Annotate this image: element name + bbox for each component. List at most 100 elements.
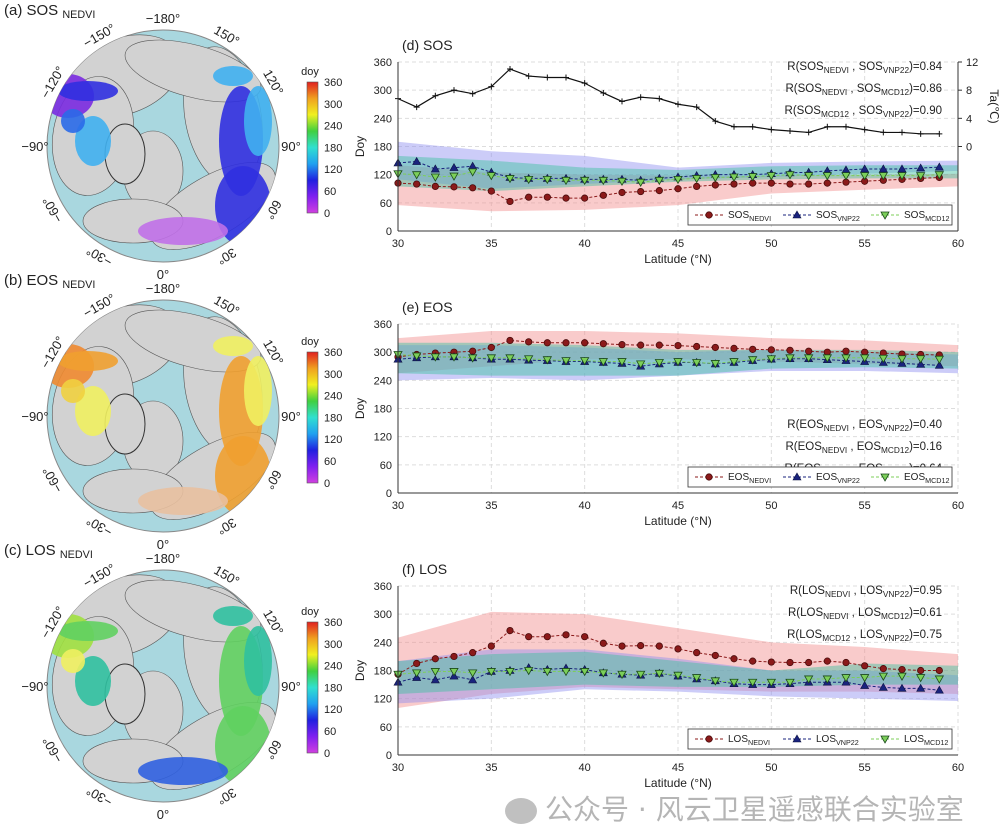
y-axis-label: Doy: [353, 136, 367, 157]
longitude-label: 90°: [281, 679, 301, 694]
data-point-VNP22: [878, 682, 888, 691]
colorbar-tick: 300: [324, 369, 342, 381]
data-point-MCD12: [859, 674, 870, 683]
map-panel-1: (a) SOS NEDVI −180°150°120°90°60°30°0°−30…: [4, 2, 342, 282]
data-point-MCD12: [729, 173, 739, 182]
data-point-NEDVI: [674, 185, 682, 193]
y-tick-label: 300: [374, 347, 392, 359]
legend-entry: EOSVNP22: [816, 472, 860, 485]
y-tick-label: 120: [374, 432, 392, 444]
data-point-MCD12: [766, 678, 777, 688]
uncertainty-band-VNP22: [398, 141, 958, 189]
legend-entry: SOSVNP22: [816, 210, 860, 223]
text-part: , SOS: [849, 61, 883, 73]
longitude-label: 0°: [157, 807, 169, 822]
longitude-label: −180°: [146, 11, 180, 26]
data-point-MCD12: [449, 668, 459, 677]
colorbar-tick: 180: [324, 682, 342, 694]
data-point-MCD12: [785, 678, 795, 688]
data-point-NEDVI: [450, 652, 458, 661]
subscript: NEDVI: [822, 446, 847, 455]
legend-marker: [792, 210, 802, 219]
x-tick-label: 55: [859, 762, 871, 774]
series-line-VNP22: [397, 161, 940, 181]
data-point-NEDVI: [655, 642, 663, 650]
colorbar-tick: 180: [324, 142, 342, 154]
map-panels: (a) SOS NEDVI −180°150°120°90°60°30°0°−30…: [4, 2, 342, 822]
chart-panel-(f) LOS: (f) LOS 0 60 120 180 240 300 360 30 35 40 45 50 55 60 L…: [353, 561, 964, 790]
map-panel-3: (c) LOS NEDVI −180°150°120°90°60°30°0°−30…: [4, 542, 342, 822]
x-tick-label: 30: [392, 500, 404, 512]
chart-title: (e) EOS: [402, 299, 453, 315]
ta-marker: [712, 118, 719, 125]
data-point-NEDVI: [767, 179, 775, 187]
data-point-NEDVI: [767, 346, 775, 354]
y-tick-label: 60: [380, 198, 392, 210]
data-point-NEDVI: [693, 182, 701, 191]
x-axis-label: Latitude (°N): [644, 252, 712, 266]
legend-entry: LOSNEDVI: [728, 734, 770, 747]
data-point-MCD12: [654, 176, 665, 186]
text-part: SOS: [904, 210, 925, 221]
subscript: VNP22: [883, 590, 910, 599]
legend-marker: [880, 211, 890, 220]
data-point-MCD12: [467, 669, 478, 678]
colorbar: [306, 351, 319, 484]
watermark: 公众号 · 风云卫星遥感联合实验室: [505, 796, 964, 824]
colorbar-tick: 300: [324, 639, 342, 651]
series-line-VNP22: [397, 356, 940, 367]
data-point-MCD12: [542, 668, 553, 677]
x-tick-label: 40: [579, 238, 591, 250]
colorbar-tick: 0: [324, 478, 330, 490]
data-point-MCD12: [841, 674, 851, 683]
y2-tick-label: 0: [966, 142, 972, 154]
x-tick-label: 45: [672, 238, 684, 250]
data-point-MCD12: [617, 358, 627, 367]
data-point-NEDVI: [786, 180, 794, 188]
x-tick-label: 60: [952, 238, 964, 250]
data-point-NEDVI: [562, 631, 570, 639]
data-point-VNP22: [878, 164, 888, 173]
y-tick-label: 60: [380, 722, 392, 734]
colorbar-tick: 0: [324, 748, 330, 760]
data-point-NEDVI: [823, 657, 831, 665]
phenology-patch: [244, 86, 272, 156]
text-part: (c) LOS: [4, 542, 60, 559]
y2-tick-label: 8: [966, 85, 972, 97]
text-part: , LOS: [850, 629, 883, 641]
y-tick-label: 240: [374, 113, 392, 125]
data-point-NEDVI: [581, 633, 589, 641]
data-point-MCD12: [897, 355, 907, 364]
chart-panel-(d) SOS: (d) SOS06012018024030036030 35 40 45 50 55 60L…: [353, 37, 1000, 266]
data-point-MCD12: [430, 173, 441, 182]
legend-entry: EOSMCD12: [904, 472, 950, 485]
text-part: R(LOS: [788, 607, 823, 619]
data-point-MCD12: [617, 670, 627, 680]
colorbar-tick: 240: [324, 661, 342, 673]
data-point-MCD12: [579, 357, 590, 366]
data-point-NEDVI: [618, 642, 626, 650]
data-point-NEDVI: [805, 180, 813, 188]
ta-line: [397, 68, 940, 135]
data-point-NEDVI: [581, 194, 589, 202]
data-point-MCD12: [915, 172, 926, 181]
y-tick-label: 180: [374, 666, 392, 678]
longitude-label: 0°: [157, 537, 169, 552]
subscript: MCD12: [881, 612, 909, 621]
data-point-VNP22: [916, 683, 926, 692]
data-point-MCD12: [635, 178, 646, 187]
data-point-NEDVI: [842, 347, 850, 355]
data-point-NEDVI: [487, 642, 495, 650]
legend: SOSNEDVI SOSVNP22 SOSMCD12: [687, 204, 953, 226]
data-point-MCD12: [710, 677, 721, 686]
y-tick-label: 360: [374, 319, 392, 331]
text-part: EOS: [728, 472, 749, 483]
uncertainty-band-NEDVI: [398, 611, 958, 709]
colorbar-tick: 360: [324, 77, 342, 89]
data-point-NEDVI: [618, 341, 626, 349]
legend-marker: [792, 472, 802, 481]
data-point-NEDVI: [469, 649, 477, 657]
subscript: NEDVI: [822, 88, 847, 97]
data-point-MCD12: [542, 175, 553, 185]
